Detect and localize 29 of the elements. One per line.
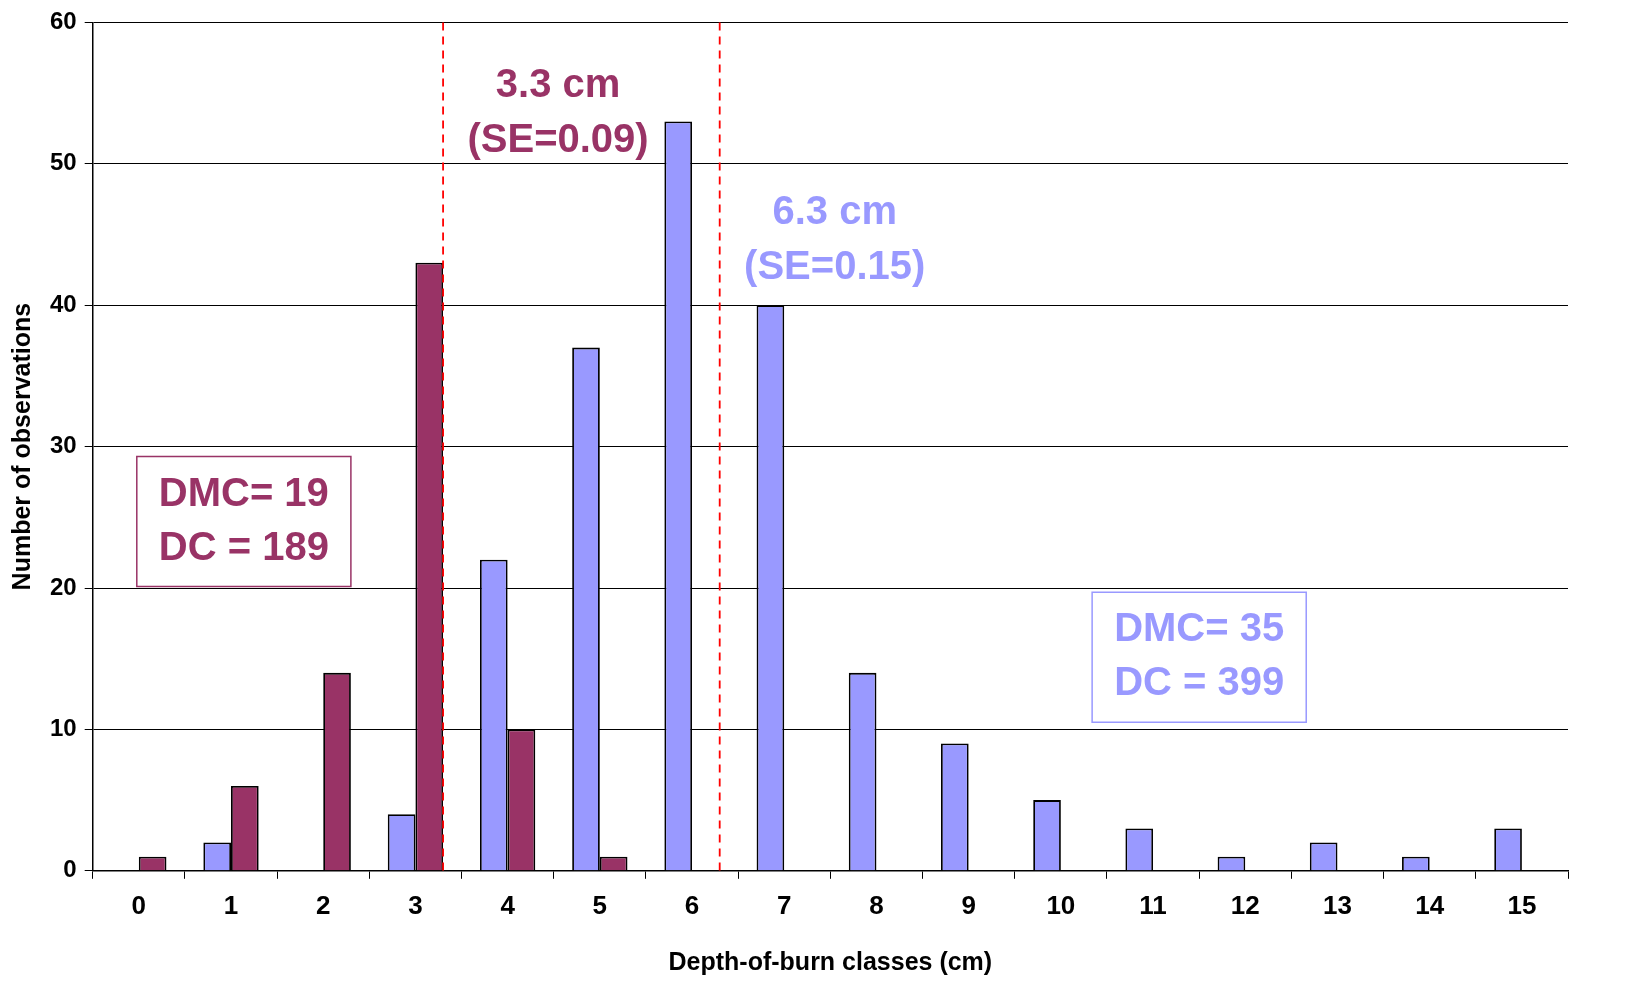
x-tick-label: 8 bbox=[869, 889, 884, 920]
y-tick-label: 30 bbox=[49, 431, 77, 459]
y-tick-label: 20 bbox=[49, 572, 77, 600]
x-tick-label: 11 bbox=[1139, 889, 1167, 920]
x-tick-label: 6 bbox=[684, 889, 700, 920]
y-axis-title: Number of observations bbox=[6, 302, 35, 591]
y-tick-label: 60 bbox=[49, 7, 77, 35]
y-tick-label: 0 bbox=[63, 855, 77, 883]
x-tick-label: 5 bbox=[592, 889, 608, 920]
ref-line-label: 3.3 cm (SE=0.09) bbox=[467, 61, 649, 161]
x-tick-label: 15 bbox=[1507, 889, 1537, 920]
x-tick-label: 4 bbox=[500, 889, 516, 920]
x-tick-label: 9 bbox=[961, 889, 976, 920]
y-tick-label: 10 bbox=[49, 714, 77, 742]
x-tick-label: 10 bbox=[1046, 889, 1076, 920]
x-tick-label: 2 bbox=[315, 889, 331, 920]
annotation: DMC= 35 DC = 399 bbox=[1114, 605, 1285, 704]
x-tick-label: 14 bbox=[1415, 889, 1445, 920]
y-tick-label: 50 bbox=[49, 148, 77, 176]
x-tick-label: 3 bbox=[408, 889, 423, 920]
annotation: DMC= 19 DC = 189 bbox=[158, 469, 329, 568]
ref-line-label: 6.3 cm (SE=0.15) bbox=[744, 188, 926, 288]
y-tick-label: 40 bbox=[49, 289, 77, 317]
x-tick-label: 7 bbox=[777, 889, 792, 920]
x-tick-label: 13 bbox=[1323, 889, 1352, 920]
x-tick-label: 12 bbox=[1230, 889, 1260, 920]
x-axis-title: Depth-of-burn classes (cm) bbox=[668, 946, 993, 975]
x-tick-label: 1 bbox=[223, 889, 239, 920]
x-tick-label: 0 bbox=[131, 889, 147, 920]
